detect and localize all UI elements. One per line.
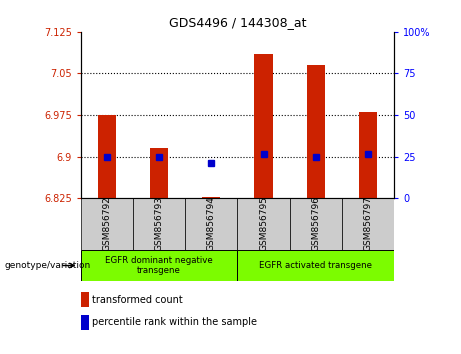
Bar [237, 250, 394, 281]
Text: GSM856792: GSM856792 [102, 196, 111, 251]
Bar [81, 250, 237, 281]
Bar [202, 196, 220, 198]
Text: GSM856797: GSM856797 [364, 196, 372, 251]
Bar [254, 54, 272, 198]
Bar [81, 315, 89, 330]
Text: genotype/variation: genotype/variation [5, 261, 91, 270]
Bar [185, 198, 237, 250]
Bar [81, 198, 133, 250]
Bar [237, 198, 290, 250]
Text: GSM856795: GSM856795 [259, 196, 268, 251]
Title: GDS4496 / 144308_at: GDS4496 / 144308_at [169, 16, 306, 29]
Text: GSM856796: GSM856796 [311, 196, 320, 251]
Bar [307, 65, 325, 198]
Text: GSM856794: GSM856794 [207, 196, 216, 251]
Bar [150, 148, 168, 198]
Text: transformed count: transformed count [92, 295, 183, 305]
Text: percentile rank within the sample: percentile rank within the sample [92, 317, 257, 327]
Bar [98, 115, 116, 198]
Bar [342, 198, 394, 250]
Text: EGFR dominant negative
transgene: EGFR dominant negative transgene [105, 256, 213, 275]
Text: EGFR activated transgene: EGFR activated transgene [259, 261, 372, 270]
Bar [133, 198, 185, 250]
Bar [359, 112, 377, 198]
Bar [81, 292, 89, 307]
Text: GSM856793: GSM856793 [154, 196, 164, 251]
Bar [290, 198, 342, 250]
